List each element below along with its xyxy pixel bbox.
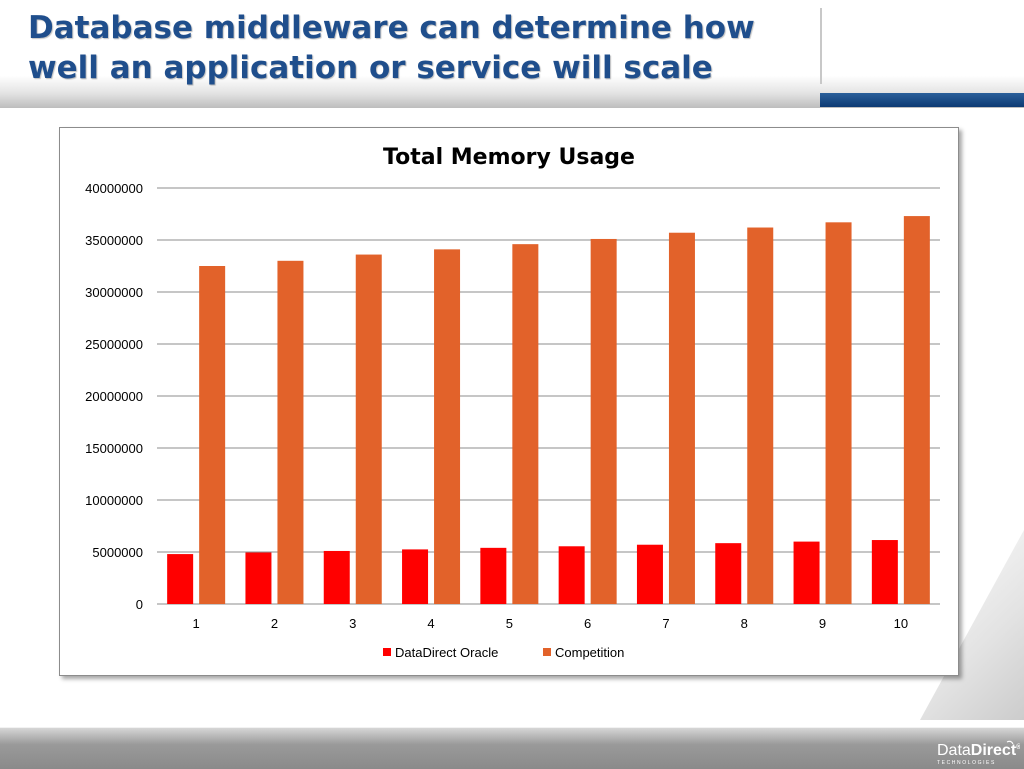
legend-swatch <box>383 648 391 656</box>
bar-datadirect-oracle-4 <box>402 549 429 604</box>
bar-competition-10 <box>903 216 930 604</box>
y-tick-label: 25000000 <box>85 337 143 352</box>
x-tick-label: 2 <box>271 616 278 631</box>
x-tick-label: 6 <box>584 616 591 631</box>
x-tick-label: 10 <box>894 616 908 631</box>
x-tick-label: 4 <box>427 616 434 631</box>
bar-datadirect-oracle-3 <box>323 550 350 604</box>
bar-competition-7 <box>668 232 695 604</box>
datadirect-logo: DataDirect® TECHNOLOGIES <box>937 740 1020 766</box>
bar-datadirect-oracle-1 <box>167 554 194 604</box>
x-tick-label: 8 <box>741 616 748 631</box>
chart-legend: DataDirect Oracle Competition <box>383 645 624 660</box>
y-tick-label: 5000000 <box>92 545 143 560</box>
legend-label: DataDirect Oracle <box>395 645 498 660</box>
footer-band <box>0 727 1024 769</box>
chart-title: Total Memory Usage <box>383 145 635 170</box>
bar-competition-1 <box>199 266 226 604</box>
header-divider <box>820 8 822 84</box>
logo-word-regular: Data <box>937 742 971 759</box>
bar-competition-8 <box>747 227 774 604</box>
bar-competition-6 <box>590 238 617 604</box>
logo-word-bold: Direct <box>971 742 1017 759</box>
x-tick-label: 5 <box>506 616 513 631</box>
y-tick-label: 10000000 <box>85 493 143 508</box>
y-tick-label: 40000000 <box>85 181 143 196</box>
bar-datadirect-oracle-8 <box>715 543 742 604</box>
y-tick-label: 0 <box>136 597 143 612</box>
grid-layer <box>157 187 940 605</box>
chart-frame: Total Memory Usage 1 2 3 4 5 6 7 8 9 10 0 5000000 1… <box>59 127 959 676</box>
x-tick-label: 3 <box>349 616 356 631</box>
y-tick-label: 35000000 <box>85 233 143 248</box>
x-tick-label: 9 <box>819 616 826 631</box>
bar-datadirect-oracle-5 <box>480 547 507 604</box>
legend-label: Competition <box>555 645 624 660</box>
y-tick-label: 30000000 <box>85 285 143 300</box>
bar-datadirect-oracle-2 <box>245 552 272 604</box>
bar-competition-9 <box>825 222 852 604</box>
bar-layer <box>167 216 930 605</box>
slide-title-line-1: Database middleware can determine how <box>28 10 755 46</box>
logo-subtitle: TECHNOLOGIES <box>937 760 996 766</box>
bar-datadirect-oracle-9 <box>793 541 820 604</box>
slide-title-line-2: well an application or service will scal… <box>28 50 713 86</box>
logo-swoosh-icon <box>1006 740 1014 745</box>
header-accent-bar <box>820 93 1024 107</box>
y-axis: 0 5000000 10000000 15000000 20000000 25000000… <box>85 181 143 612</box>
bar-competition-4 <box>434 249 461 605</box>
bar-competition-5 <box>512 244 539 604</box>
header-band <box>0 0 1024 108</box>
memory-usage-chart: Total Memory Usage 1 2 3 4 5 6 7 8 9 10 0 5000000 1… <box>85 145 940 660</box>
x-axis: 1 2 3 4 5 6 7 8 9 10 <box>193 616 909 631</box>
y-tick-label: 20000000 <box>85 389 143 404</box>
slide-title: Database middleware can determine how we… <box>28 8 828 88</box>
legend-swatch <box>543 648 551 656</box>
y-tick-label: 15000000 <box>85 441 143 456</box>
bar-competition-2 <box>277 260 304 604</box>
x-tick-label: 1 <box>193 616 200 631</box>
bar-datadirect-oracle-7 <box>636 544 663 604</box>
x-tick-label: 7 <box>662 616 669 631</box>
bar-datadirect-oracle-10 <box>871 540 898 604</box>
logo-registered: ® <box>1016 743 1020 751</box>
bar-datadirect-oracle-6 <box>558 546 585 604</box>
logo-wordmark: DataDirect® <box>937 742 1020 759</box>
bar-competition-3 <box>355 254 382 604</box>
